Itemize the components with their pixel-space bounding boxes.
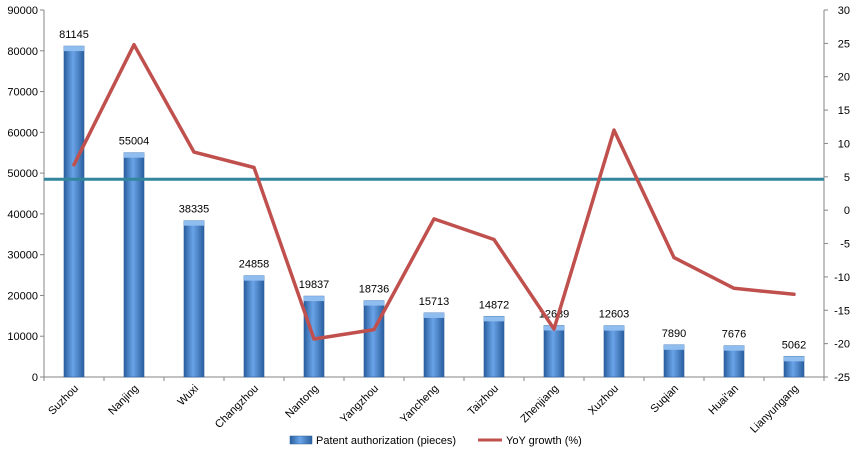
y-right-tick-label: 20	[838, 72, 850, 84]
growth-point	[612, 128, 616, 132]
growth-point	[372, 328, 376, 332]
category-label: Wuxi	[175, 383, 201, 409]
y-right-tick-label: -10	[834, 272, 850, 284]
bar	[243, 275, 265, 378]
legend-bar-swatch	[289, 435, 313, 445]
bar	[423, 312, 445, 378]
bar-top-cap	[184, 220, 204, 226]
growth-point	[732, 286, 736, 290]
y-right-tick-label: 5	[844, 172, 850, 184]
category-label: Huai'an	[706, 383, 741, 418]
y-left-tick-label: 50000	[7, 168, 38, 180]
y-left-tick-label: 30000	[7, 250, 38, 262]
category-label: Yangzhou	[338, 383, 381, 426]
y-left-tick-label: 60000	[7, 127, 38, 139]
data-label: 5062	[782, 339, 806, 351]
data-label: 24858	[239, 259, 270, 271]
bar	[63, 45, 85, 378]
data-label: 19837	[299, 279, 330, 291]
data-label: 18736	[359, 284, 390, 296]
bar-top-cap	[64, 46, 84, 52]
growth-point	[192, 150, 196, 154]
category-label: Lianyungang	[748, 383, 801, 436]
legend: Patent authorization (pieces) YoY growth…	[289, 435, 582, 447]
bar-top-cap	[604, 325, 624, 331]
y-right-tick-label: 0	[844, 205, 850, 217]
growth-point	[432, 217, 436, 221]
y-left-tick-label: 90000	[7, 5, 38, 17]
data-label: 55004	[119, 136, 150, 148]
growth-point	[672, 256, 676, 260]
y-right-tick-label: 30	[838, 5, 850, 17]
bar-top-cap	[784, 356, 804, 362]
bar-top-cap	[124, 152, 144, 158]
category-label: Suzhou	[46, 383, 81, 418]
y-left-tick-label: 20000	[7, 290, 38, 302]
y-right-tick-label: -25	[834, 372, 850, 384]
data-label: 12603	[599, 309, 630, 321]
growth-point	[492, 238, 496, 242]
bar-top-cap	[244, 275, 264, 281]
y-right-tick-label: 15	[838, 105, 850, 117]
data-label: 7890	[662, 328, 686, 340]
bars-group	[63, 45, 805, 378]
bar-top-cap	[724, 345, 744, 351]
y-left-tick-label: 70000	[7, 87, 38, 99]
category-labels-group: Suzhou Nanjing Wuxi Changzhou Nantong Yangzho…	[46, 383, 801, 436]
growth-point	[72, 163, 76, 167]
bar-top-cap	[484, 316, 504, 322]
data-labels-group: 81145 55004 38335 24858 19837 18736 15713 14872…	[59, 29, 806, 351]
y-right-tick-label: -5	[840, 239, 850, 251]
category-label: Taizhou	[466, 383, 501, 418]
growth-point	[312, 337, 316, 341]
data-label: 15713	[419, 296, 450, 308]
y-left-tick-label: 0	[32, 372, 38, 384]
growth-point	[132, 43, 136, 47]
growth-point	[552, 327, 556, 331]
category-label: Yancheng	[398, 383, 441, 426]
y-right-tick-label: -15	[834, 305, 850, 317]
y-left-tick-label: 40000	[7, 209, 38, 221]
bar	[543, 325, 565, 378]
category-label: Nantong	[283, 383, 321, 421]
data-label: 14872	[479, 299, 510, 311]
bar	[363, 300, 385, 378]
growth-line-group	[72, 42, 796, 341]
category-label: Nanjing	[106, 383, 141, 418]
bar	[123, 152, 145, 378]
data-label: 7676	[722, 329, 746, 341]
category-label: Xuzhou	[586, 383, 621, 418]
bar-top-cap	[364, 300, 384, 306]
bar	[183, 220, 205, 378]
category-label: Changzhou	[213, 383, 261, 431]
bar-top-cap	[304, 296, 324, 302]
growth-line	[72, 42, 796, 341]
data-label: 81145	[59, 29, 89, 41]
bar	[603, 325, 625, 378]
legend-bar-label: Patent authorization (pieces)	[316, 435, 456, 447]
category-label: Suqian	[648, 383, 681, 416]
bar-top-cap	[664, 344, 684, 350]
y-right-tick-label: 25	[838, 38, 850, 50]
bar	[483, 316, 505, 378]
axes-group: 0 10000 20000 30000 40000 50000 60000 70000 8000…	[7, 5, 850, 384]
legend-line-label: YoY growth (%)	[506, 435, 582, 447]
y-right-tick-label: -20	[834, 339, 850, 351]
y-left-tick-label: 80000	[7, 46, 38, 58]
y-left-tick-label: 10000	[7, 331, 38, 343]
growth-point	[792, 292, 796, 296]
category-label: Zhenjiang	[518, 383, 561, 426]
y-right-tick-label: 10	[838, 138, 850, 150]
growth-point	[252, 165, 256, 169]
data-label: 38335	[179, 204, 210, 216]
bar-top-cap	[424, 312, 444, 318]
